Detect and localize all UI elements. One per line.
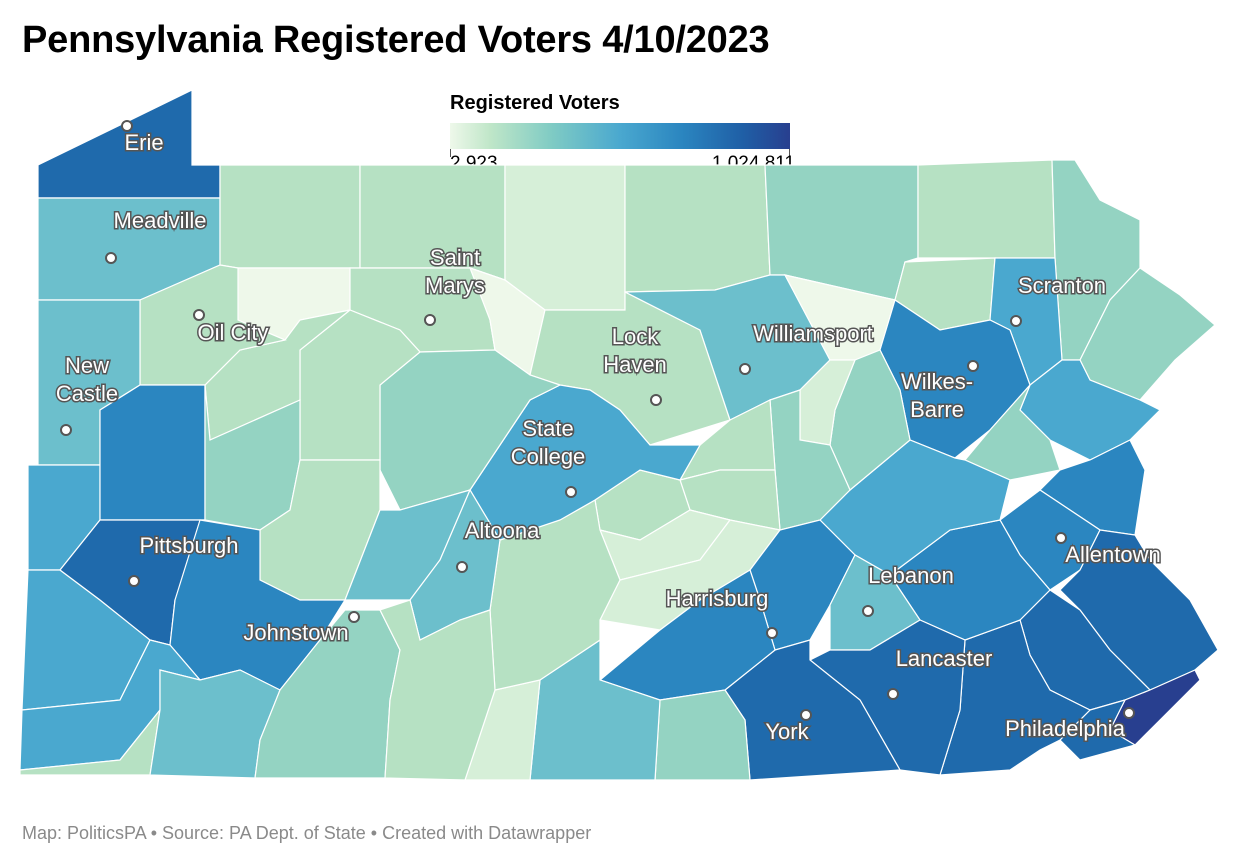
erie-label: Erie (124, 130, 163, 155)
johnstown-marker[interactable] (348, 611, 360, 623)
county-warren[interactable] (219, 164, 361, 269)
meadville-label-line: Meadville (114, 208, 207, 233)
lebanon-label-line: Lebanon (868, 563, 954, 588)
meadville-label: Meadville (114, 208, 207, 233)
harrisburg-label-line: Harrisburg (666, 586, 769, 611)
saint-marys-marker[interactable] (424, 314, 436, 326)
county-bedford[interactable] (379, 599, 496, 781)
pittsburgh-label: Pittsburgh (139, 533, 238, 558)
county-potter[interactable] (504, 164, 626, 311)
lock-haven-label-line: Haven (603, 352, 667, 377)
state-college-label: State College (511, 416, 586, 469)
pittsburgh-label-line: Pittsburgh (139, 533, 238, 558)
legend-min-tick (450, 149, 451, 157)
legend-gradient-bar (450, 123, 790, 149)
wilkes-barre-label-line: Wilkes- (901, 369, 973, 394)
johnstown-label-line: Johnstown (243, 620, 348, 645)
lock-haven-label: Lock Haven (603, 324, 667, 377)
lebanon-label: Lebanon (868, 563, 954, 588)
scranton-marker[interactable] (1010, 315, 1022, 327)
philadelphia-label-line: Philadelphia (1005, 716, 1126, 741)
lancaster-label-line: Lancaster (896, 646, 993, 671)
county-clearfield[interactable] (379, 349, 562, 511)
altoona-label: Altoona (465, 518, 540, 543)
state-college-label-line: State (522, 416, 573, 441)
scranton-label: Scranton (1018, 273, 1106, 298)
scranton-label-line: Scranton (1018, 273, 1106, 298)
wilkes-barre-label: Wilkes- Barre (901, 369, 973, 422)
state-college-marker[interactable] (565, 486, 577, 498)
allentown-label-line: Allentown (1065, 542, 1160, 567)
saint-marys-label-line: Saint (430, 245, 480, 270)
williamsport-label-line: Williamsport (753, 321, 873, 346)
york-marker[interactable] (800, 709, 812, 721)
york-label-line: York (765, 719, 809, 744)
new-castle-marker[interactable] (60, 424, 72, 436)
saint-marys-label: Saint Marys (425, 245, 485, 298)
lock-haven-marker[interactable] (650, 394, 662, 406)
wilkes-barre-marker[interactable] (967, 360, 979, 372)
johnstown-label: Johnstown (243, 620, 348, 645)
map-credits: Map: PoliticsPA • Source: PA Dept. of St… (22, 823, 592, 843)
city-marker-layer: Erie Meadville Oil City Saint Marys Lock Haven… (54, 120, 1162, 746)
harrisburg-label: Harrisburg (666, 586, 769, 611)
allentown-marker[interactable] (1055, 532, 1067, 544)
county-tioga[interactable] (624, 164, 771, 293)
lebanon-marker[interactable] (862, 605, 874, 617)
oil-city-label-line: Oil City (198, 320, 269, 345)
philadelphia-marker[interactable] (1123, 707, 1135, 719)
county-susquehanna[interactable] (917, 159, 1056, 259)
state-college-label-line: College (511, 444, 586, 469)
map-title: Pennsylvania Registered Voters 4/10/2023 (22, 19, 770, 61)
lancaster-label: Lancaster (896, 646, 993, 671)
oil-city-label: Oil City (198, 320, 269, 345)
new-castle-label: New Castle (56, 353, 118, 406)
williamsport-marker[interactable] (739, 363, 751, 375)
new-castle-label-line: New (65, 353, 109, 378)
legend-max-tick (789, 149, 790, 157)
harrisburg-marker[interactable] (766, 627, 778, 639)
county-layer (19, 89, 1219, 781)
altoona-label-line: Altoona (465, 518, 540, 543)
pittsburgh-marker[interactable] (128, 575, 140, 587)
saint-marys-label-line: Marys (425, 273, 485, 298)
altoona-marker[interactable] (456, 561, 468, 573)
philadelphia-label: Philadelphia (1005, 716, 1126, 741)
williamsport-label: Williamsport (753, 321, 873, 346)
erie-label-line: Erie (124, 130, 163, 155)
meadville-marker[interactable] (105, 252, 117, 264)
wilkes-barre-label-line: Barre (910, 397, 964, 422)
oil-city-marker[interactable] (193, 309, 205, 321)
new-castle-label-line: Castle (56, 381, 118, 406)
lancaster-marker[interactable] (887, 688, 899, 700)
legend-title: Registered Voters (450, 92, 620, 114)
erie-marker[interactable] (121, 120, 133, 132)
york-label: York (765, 719, 809, 744)
lock-haven-label-line: Lock (612, 324, 659, 349)
allentown-label: Allentown (1065, 542, 1160, 567)
